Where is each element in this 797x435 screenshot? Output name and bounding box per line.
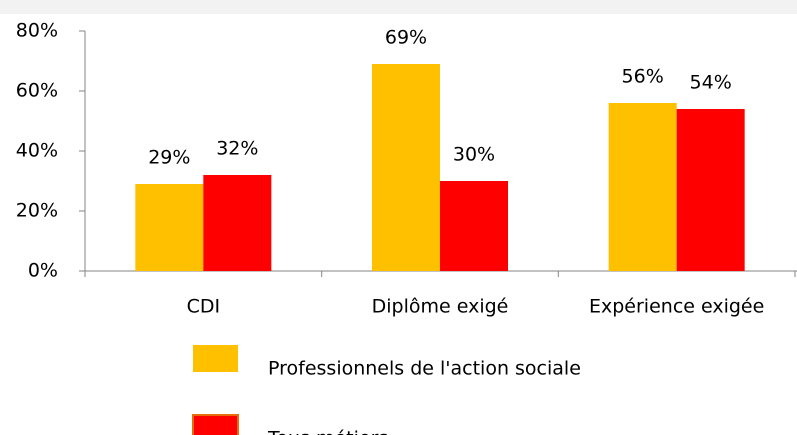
top-strip: [0, 0, 797, 14]
y-tick-label: 80%: [16, 20, 58, 42]
y-tick-label: 60%: [16, 80, 58, 102]
x-tick-label: CDI: [187, 296, 221, 318]
data-label: 54%: [690, 72, 732, 94]
data-label: 56%: [622, 66, 664, 88]
bar: [676, 109, 745, 271]
y-tick-label: 20%: [16, 200, 58, 222]
bar: [135, 184, 204, 271]
bar: [440, 181, 508, 271]
data-label: 30%: [453, 144, 495, 166]
y-tick-label: 0%: [28, 260, 58, 282]
bar: [372, 64, 440, 271]
legend-label: Tous métiers: [267, 428, 388, 435]
x-tick-label: Expérience exigée: [589, 296, 764, 318]
data-label: 29%: [148, 147, 190, 169]
legend-label: Professionnels de l'action sociale: [268, 358, 581, 380]
legend-swatch: [193, 345, 238, 372]
legend-swatch: [192, 414, 239, 435]
bar: [203, 175, 272, 271]
y-tick-label: 40%: [16, 140, 58, 162]
x-tick-label: Diplôme exigé: [372, 296, 509, 318]
data-label: 69%: [385, 27, 427, 49]
bar: [608, 103, 677, 271]
data-label: 32%: [216, 138, 258, 160]
